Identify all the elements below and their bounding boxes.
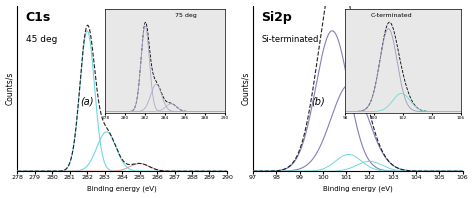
Text: Si2p: Si2p [261, 10, 292, 24]
Y-axis label: Counts/s: Counts/s [241, 72, 250, 105]
Text: (b): (b) [312, 97, 326, 107]
Text: C1s: C1s [26, 10, 51, 24]
Text: Si-terminated: Si-terminated [261, 35, 319, 44]
Text: (a): (a) [80, 97, 94, 107]
Text: 45 deg: 45 deg [26, 35, 57, 44]
X-axis label: Binding energy (eV): Binding energy (eV) [87, 186, 157, 192]
X-axis label: Binding energy (eV): Binding energy (eV) [323, 186, 392, 192]
Y-axis label: Counts/s: Counts/s [6, 72, 15, 105]
